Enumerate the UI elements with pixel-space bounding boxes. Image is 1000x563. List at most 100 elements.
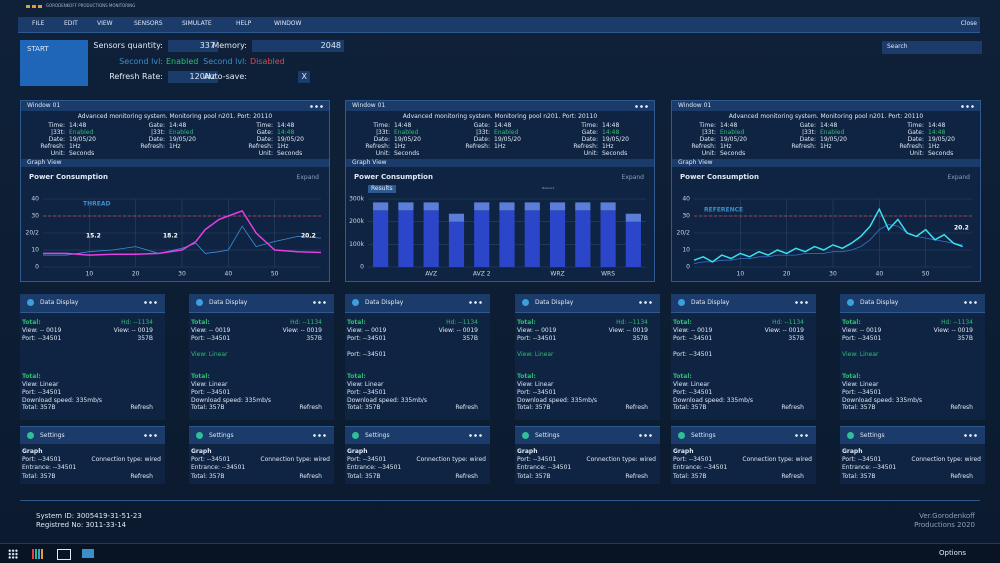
panel-title: Settings bbox=[40, 432, 65, 439]
options-button[interactable]: Options bbox=[938, 549, 966, 557]
stat-label: Date: bbox=[907, 136, 924, 143]
x-tick-label: 20 bbox=[783, 271, 791, 278]
stat-value: 14:48 bbox=[820, 122, 838, 129]
panel-text: Port: --34501 bbox=[347, 389, 387, 396]
close-button[interactable]: Close bbox=[960, 20, 977, 27]
panel-text: Total: 357B bbox=[673, 473, 707, 480]
chart-icon[interactable] bbox=[32, 549, 44, 559]
menu-dots[interactable] bbox=[468, 434, 482, 437]
menu-item[interactable]: EDIT bbox=[64, 20, 78, 27]
window: Window 01 Advanced monitoring system. Mon… bbox=[20, 100, 330, 282]
refresh-button[interactable]: Refresh bbox=[950, 473, 973, 480]
refresh-button[interactable]: Refresh bbox=[781, 404, 804, 411]
menu-item[interactable]: HELP bbox=[236, 20, 252, 27]
menu-item[interactable]: SENSORS bbox=[134, 20, 163, 27]
panel-text: Total: 357B bbox=[842, 404, 876, 411]
chart-title: Power Consumption bbox=[29, 173, 108, 181]
stat-value: 14:48 bbox=[169, 122, 187, 129]
window-icon[interactable] bbox=[57, 549, 71, 560]
refresh-button[interactable]: Refresh bbox=[455, 473, 478, 480]
chart: 0 100k 200k 300k AVZ AVZ 2 WRZ WRS bbox=[349, 196, 646, 278]
version: Ver.Gorodenkoff bbox=[919, 512, 975, 520]
graph-view-bar: Graph View bbox=[346, 159, 654, 167]
menu-dots[interactable] bbox=[468, 301, 482, 304]
expand-button[interactable]: Expand bbox=[296, 174, 319, 181]
menu-dots[interactable] bbox=[638, 301, 652, 304]
panel-text: Connection type: wired bbox=[91, 456, 161, 463]
panel-text: View: -- 0019 bbox=[191, 327, 231, 334]
panel-text: View: -- 0019 bbox=[517, 327, 557, 334]
menu-item[interactable]: VIEW bbox=[97, 20, 113, 27]
refresh-button[interactable]: Refresh bbox=[781, 473, 804, 480]
panel-text: Download speed: 335mb/s bbox=[673, 397, 754, 404]
panel-text: Port: --34501 bbox=[22, 456, 62, 463]
refresh-button[interactable]: Refresh bbox=[625, 404, 648, 411]
stat-label: Time: bbox=[907, 122, 924, 129]
graph-view-bar: Graph View bbox=[21, 159, 329, 167]
stat-label: Refresh: bbox=[691, 143, 716, 150]
window: Window 01 Advanced monitoring system. Mon… bbox=[345, 100, 655, 282]
apps-icon[interactable] bbox=[8, 549, 18, 559]
menu-dots[interactable] bbox=[963, 301, 977, 304]
badge: Results bbox=[368, 185, 396, 193]
menu-item[interactable]: SIMULATE bbox=[182, 20, 212, 27]
menu-dots[interactable] bbox=[638, 434, 652, 437]
stat-label: |33t: bbox=[375, 129, 390, 136]
refresh-button[interactable]: Refresh bbox=[130, 473, 153, 480]
menu-dots[interactable] bbox=[960, 105, 974, 108]
panel-text: Total: 357B bbox=[517, 404, 551, 411]
panel-text: Download speed: 335mb/s bbox=[347, 397, 428, 404]
expand-button[interactable]: Expand bbox=[947, 174, 970, 181]
panel-text: Entrance: --34501 bbox=[347, 464, 402, 471]
stat-label: Refresh: bbox=[465, 143, 490, 150]
refresh-button[interactable]: Refresh bbox=[625, 473, 648, 480]
search-box[interactable]: Search bbox=[882, 41, 982, 54]
menu-item[interactable]: WINDOW bbox=[274, 20, 302, 27]
window-title: Window 01 bbox=[27, 102, 61, 109]
panel-text: Total: bbox=[517, 319, 536, 326]
y-tick-label: 40 bbox=[31, 196, 39, 203]
panel-icon bbox=[27, 299, 34, 306]
panel-text: Graph bbox=[22, 448, 43, 455]
x-tick-label: 30 bbox=[829, 271, 837, 278]
menu-dots[interactable] bbox=[309, 105, 323, 108]
stat-value: Seconds bbox=[602, 150, 628, 157]
settings-panel: Settings Graph Port: --34501 Connection typ… bbox=[671, 426, 816, 484]
annotation: 18.2 bbox=[163, 233, 178, 240]
menu-dots[interactable] bbox=[312, 434, 326, 437]
annotation: REFERENCE bbox=[704, 207, 743, 214]
stat-value: 19/05/20 bbox=[277, 136, 304, 143]
refresh-button[interactable]: Refresh bbox=[299, 473, 322, 480]
menu-dots[interactable] bbox=[634, 105, 648, 108]
window-titlebar: Window 01 bbox=[672, 101, 980, 111]
panel-text: Port: --34501 bbox=[22, 335, 62, 342]
y-tick-label: 30 bbox=[31, 213, 39, 220]
menu-dots[interactable] bbox=[312, 301, 326, 304]
stat-label: Gate: bbox=[799, 122, 816, 129]
data-panel: Data Display Total: Hd: --1134 View: -- 001… bbox=[20, 294, 165, 420]
menu-dots[interactable] bbox=[794, 434, 808, 437]
panel-text: Port: --34501 bbox=[673, 351, 713, 358]
panel-text: Total: 357B bbox=[842, 473, 876, 480]
mail-icon[interactable] bbox=[82, 549, 94, 558]
panel-icon bbox=[847, 432, 854, 439]
menu-dots[interactable] bbox=[143, 301, 157, 304]
stat-value: Enabled bbox=[169, 129, 194, 136]
chart-title: Power Consumption bbox=[354, 173, 433, 181]
stat-value: 14:48 bbox=[277, 129, 295, 136]
menu-dots[interactable] bbox=[794, 301, 808, 304]
stat-value: Enabled bbox=[69, 129, 94, 136]
refresh-button[interactable]: Refresh bbox=[455, 404, 478, 411]
start-button[interactable]: START bbox=[20, 40, 88, 86]
menu-dots[interactable] bbox=[143, 434, 157, 437]
panel-text: Port: --34501 bbox=[842, 456, 882, 463]
refresh-button[interactable]: Refresh bbox=[950, 404, 973, 411]
panel-text: Connection type: wired bbox=[260, 456, 330, 463]
refresh-button[interactable]: Refresh bbox=[299, 404, 322, 411]
refresh-button[interactable]: Refresh bbox=[130, 404, 153, 411]
window-titlebar: Window 01 bbox=[21, 101, 329, 111]
panel-text: Port: --34501 bbox=[842, 389, 882, 396]
menu-item[interactable]: FILE bbox=[32, 20, 45, 27]
expand-button[interactable]: Expand bbox=[621, 174, 644, 181]
menu-dots[interactable] bbox=[963, 434, 977, 437]
